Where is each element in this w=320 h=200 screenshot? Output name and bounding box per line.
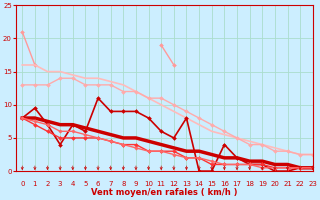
X-axis label: Vent moyen/en rafales ( km/h ): Vent moyen/en rafales ( km/h ) (91, 188, 238, 197)
